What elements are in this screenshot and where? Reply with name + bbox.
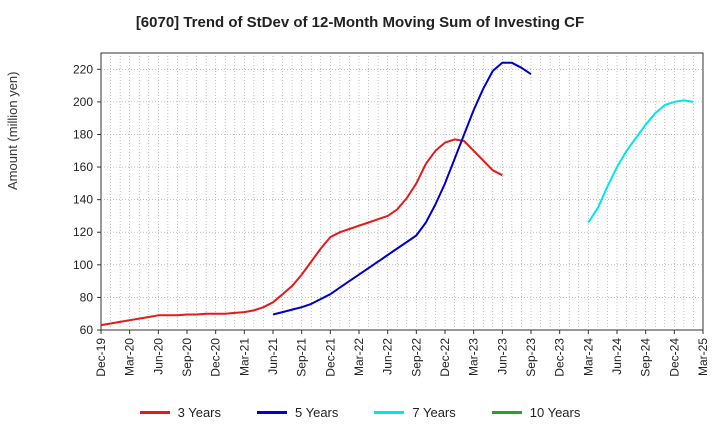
legend-swatch <box>139 411 170 414</box>
x-tick-label: Dec-21 <box>323 338 337 377</box>
legend-swatch <box>374 411 405 414</box>
x-tick-label: Jun-21 <box>266 338 280 375</box>
x-tick-label: Dec-20 <box>209 338 223 377</box>
y-tick-label: 220 <box>73 62 93 76</box>
series-line-7-years <box>587 99 694 224</box>
y-tick-label: 140 <box>73 193 93 207</box>
legend-item: 7 Years <box>374 405 456 420</box>
x-tick-label: Jun-23 <box>495 338 509 375</box>
x-tick-label: Jun-24 <box>610 338 624 375</box>
x-tick-label: Sep-23 <box>524 338 538 377</box>
x-tick-label: Mar-20 <box>123 338 137 376</box>
x-tick-label: Sep-22 <box>409 338 423 377</box>
y-tick-label: 80 <box>80 290 94 304</box>
x-tick-label: Mar-22 <box>352 338 366 376</box>
x-tick-label: Dec-23 <box>553 338 567 377</box>
legend-item: 3 Years <box>139 405 221 420</box>
series-line-3-years <box>100 138 503 327</box>
legend-label: 5 Years <box>295 405 339 420</box>
x-tick-label: Mar-23 <box>467 338 481 376</box>
x-tick-label: Sep-24 <box>639 338 653 377</box>
legend-item: 10 Years <box>491 405 581 420</box>
legend-item: 5 Years <box>257 405 338 420</box>
x-tick-label: Mar-21 <box>237 338 251 376</box>
y-tick-label: 180 <box>73 127 93 141</box>
legend-label: 10 Years <box>529 405 581 420</box>
legend-swatch <box>491 411 522 414</box>
legend-label: 3 Years <box>177 405 221 420</box>
legend-label: 7 Years <box>412 405 456 420</box>
y-tick-label: 160 <box>73 160 93 174</box>
x-tick-label: Dec-24 <box>667 338 681 377</box>
x-tick-label: Mar-24 <box>581 338 595 376</box>
plot-area <box>100 52 704 331</box>
x-tick-label: Dec-19 <box>94 338 108 377</box>
chart-title: [6070] Trend of StDev of 12-Month Moving… <box>135 14 585 31</box>
legend-swatch <box>257 411 287 414</box>
y-tick-label: 120 <box>73 225 93 239</box>
x-tick-label: Jun-22 <box>381 338 395 375</box>
x-tick-label: Sep-20 <box>180 338 194 377</box>
y-tick-label: 60 <box>80 323 94 337</box>
chart-legend: 3 Years 5 Years 7 Years 10 Years <box>0 405 720 420</box>
y-tick-label: 200 <box>73 95 93 109</box>
series-line-5-years <box>272 61 532 316</box>
x-tick-label: Dec-22 <box>438 338 452 377</box>
x-tick-label: Jun-20 <box>151 338 165 375</box>
y-tick-label: 100 <box>73 258 93 272</box>
x-tick-label: Mar-25 <box>696 338 710 376</box>
x-tick-label: Sep-21 <box>295 338 309 377</box>
